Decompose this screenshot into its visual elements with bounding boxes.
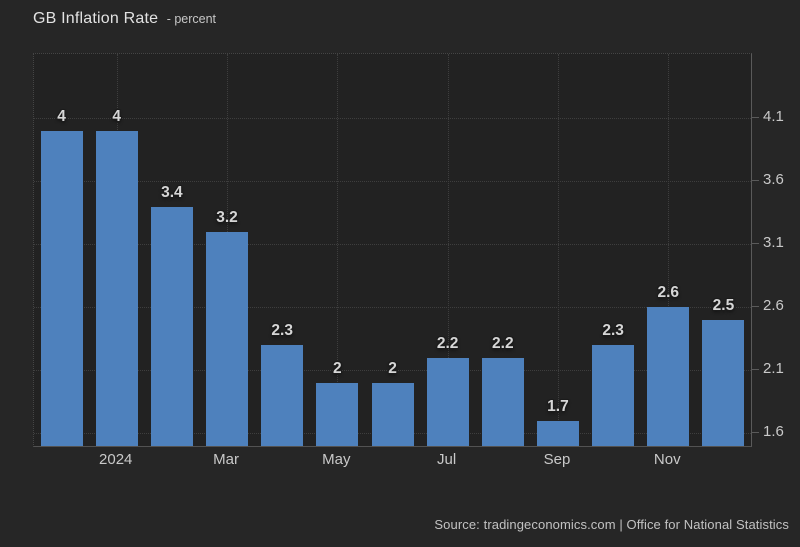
x-tick-label: Sep bbox=[543, 451, 571, 468]
gridline-vertical bbox=[668, 54, 670, 446]
source-credit: Source: tradingeconomics.com | Office fo… bbox=[434, 517, 789, 532]
bar bbox=[536, 420, 579, 446]
x-tick-label: Jul bbox=[437, 451, 457, 468]
bar bbox=[150, 206, 193, 446]
bar bbox=[647, 307, 690, 446]
bar-value-label: 2.5 bbox=[712, 296, 735, 314]
bar-value-label: 3.4 bbox=[161, 183, 183, 201]
bar-value-label: 4 bbox=[57, 107, 66, 125]
y-axis-tick bbox=[752, 243, 759, 245]
bar-value-label: 3.2 bbox=[216, 208, 238, 226]
y-tick-label: 2.6 bbox=[763, 297, 784, 315]
gridline-horizontal bbox=[34, 118, 751, 120]
gridline-horizontal bbox=[34, 370, 751, 372]
bar-value-label: 2.2 bbox=[436, 334, 459, 352]
y-tick-label: 4.1 bbox=[763, 108, 784, 126]
x-tick-label: Nov bbox=[653, 451, 681, 468]
gridline-vertical bbox=[337, 54, 339, 446]
bar-value-label: 2.3 bbox=[271, 322, 293, 340]
bar-value-label: 4 bbox=[112, 107, 122, 125]
chart-header: GB Inflation Rate - percent bbox=[33, 10, 216, 28]
y-tick-label: 2.1 bbox=[763, 360, 784, 378]
bar-value-label: 1.7 bbox=[547, 397, 569, 415]
y-axis-tick bbox=[752, 117, 759, 119]
bar bbox=[426, 357, 469, 446]
x-tick-label: May bbox=[322, 451, 351, 468]
bar-value-label: 2.6 bbox=[657, 284, 680, 302]
bar bbox=[371, 382, 414, 446]
bar bbox=[95, 130, 138, 446]
gridline-horizontal bbox=[34, 244, 751, 246]
gridline-vertical bbox=[447, 54, 449, 446]
y-axis: 1.6 2.1 2.6 3.1 3.6 4.1 bbox=[752, 53, 800, 447]
gridline-horizontal bbox=[34, 181, 751, 183]
bar bbox=[316, 382, 359, 446]
y-tick-label: 3.6 bbox=[763, 171, 784, 189]
gridline-horizontal bbox=[34, 307, 751, 309]
bar bbox=[261, 345, 304, 446]
bar-value-label: 2 bbox=[333, 359, 342, 377]
bar-value-label: 2.2 bbox=[492, 334, 514, 352]
bar-value-label: 2 bbox=[388, 359, 397, 377]
page-title: GB Inflation Rate bbox=[33, 10, 159, 27]
x-tick-label: 2024 bbox=[99, 451, 133, 468]
y-axis-tick bbox=[752, 432, 759, 434]
bar bbox=[481, 357, 524, 446]
bar bbox=[40, 130, 83, 446]
bar bbox=[592, 345, 635, 446]
y-tick-label: 1.6 bbox=[763, 423, 784, 441]
gridline-vertical bbox=[557, 54, 559, 446]
bar bbox=[206, 231, 249, 446]
y-tick-label: 3.1 bbox=[763, 234, 784, 252]
plot-area: 4 4 3.4 3.2 2.3 2 2 2.2 2.2 1.7 2.3 2.6 2.5 bbox=[33, 53, 752, 447]
x-axis: 2024 Mar May Jul Sep Nov bbox=[33, 449, 752, 475]
y-axis-tick bbox=[752, 369, 759, 371]
bar bbox=[702, 319, 745, 446]
bar-value-label: 2.3 bbox=[602, 322, 624, 340]
y-axis-tick bbox=[752, 180, 759, 182]
y-axis-tick bbox=[752, 306, 759, 308]
page-subtitle: - percent bbox=[166, 12, 217, 26]
x-tick-label: Mar bbox=[213, 451, 239, 468]
